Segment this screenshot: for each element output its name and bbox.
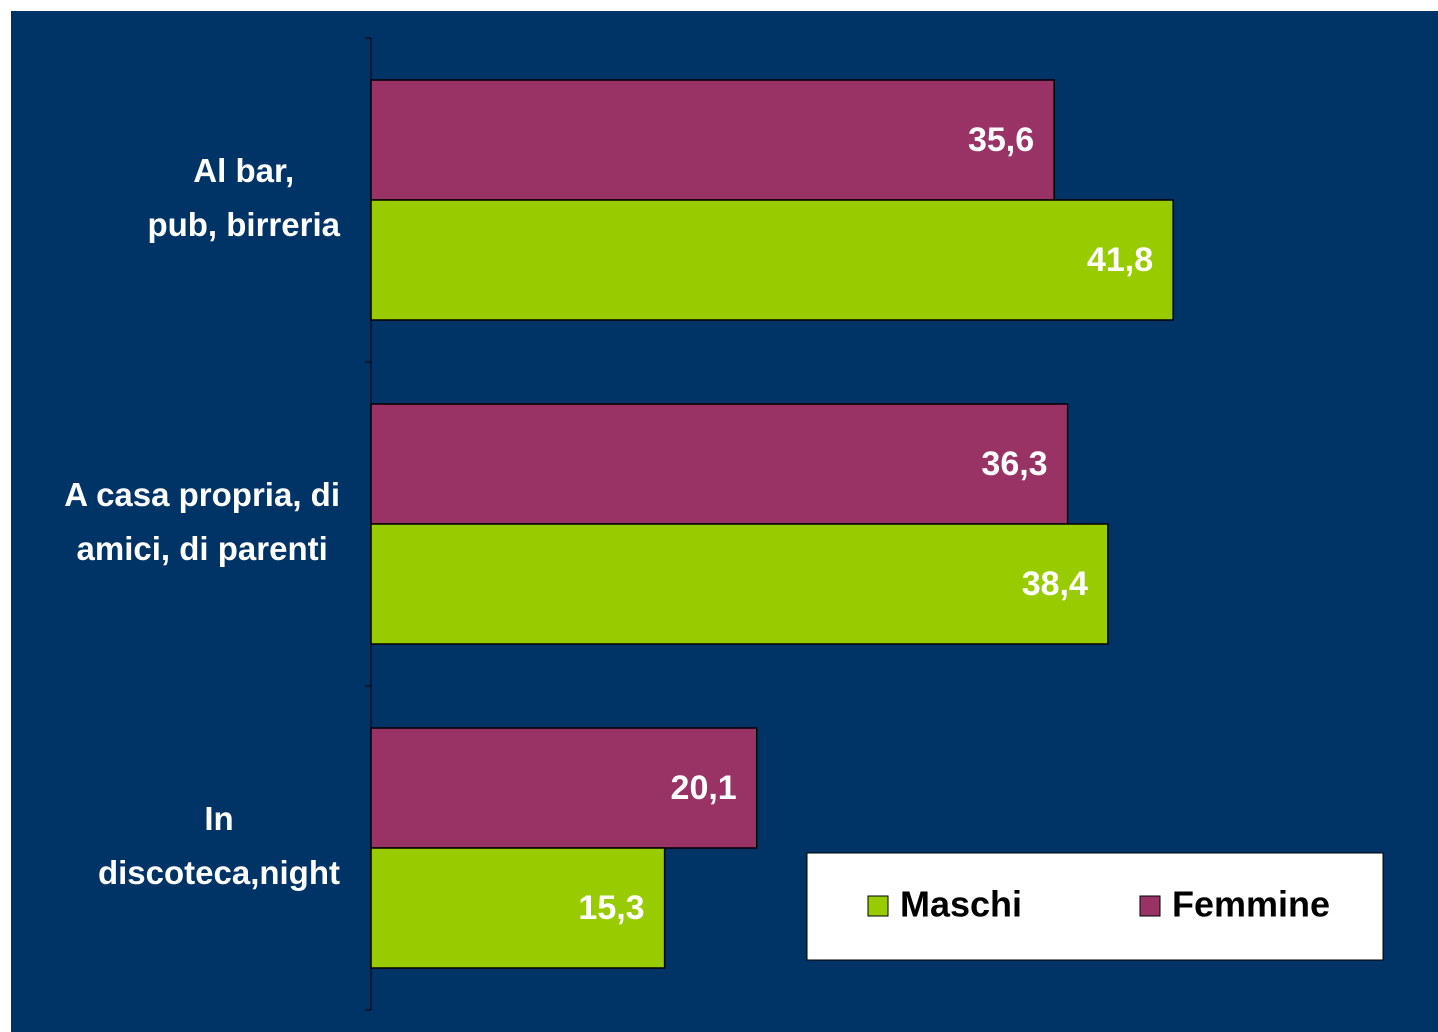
- bar: [370, 79, 1055, 201]
- bar: [370, 727, 758, 849]
- category-label: A casa propria, di amici, di parenti: [64, 476, 340, 567]
- category-label: Al bar, pub, birreria: [147, 152, 340, 243]
- value-label: 38,4: [1022, 565, 1088, 603]
- value-label: 35,6: [968, 121, 1034, 159]
- value-label: 36,3: [981, 445, 1047, 483]
- bar: [370, 403, 1069, 525]
- legend-box: [806, 852, 1384, 961]
- category-label: In discoteca,night: [98, 800, 340, 891]
- value-label: 15,3: [578, 889, 644, 927]
- bar: [370, 847, 666, 969]
- legend-swatch: [867, 895, 889, 917]
- value-label: 41,8: [1087, 241, 1153, 279]
- legend-swatch: [1139, 895, 1161, 917]
- legend-label: Maschi: [900, 884, 1022, 925]
- bar: [370, 523, 1109, 645]
- legend-label: Femmine: [1172, 884, 1330, 925]
- bar: [370, 199, 1174, 321]
- value-label: 20,1: [671, 769, 737, 807]
